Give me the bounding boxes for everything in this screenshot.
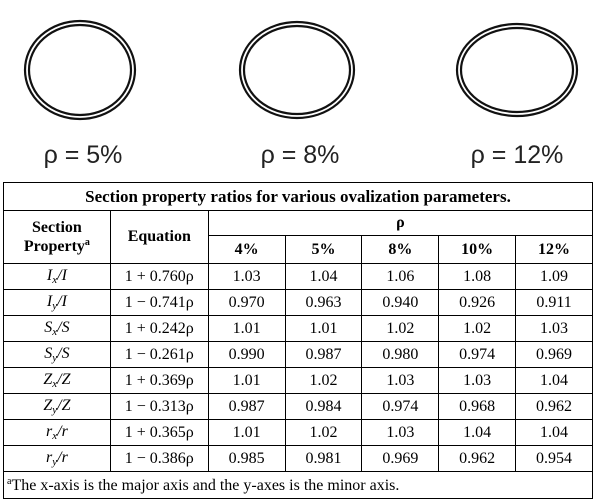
value-cell: 1.01 [207,367,286,394]
table-row: ry/r 1 − 0.386ρ 0.985 0.981 0.969 0.962 0.954 [3,445,593,472]
value-cell: 0.954 [515,445,593,472]
oval-section-5pct-inner [27,23,133,117]
equation-cell: 1 − 0.313ρ [109,393,209,420]
value-cell: 0.911 [515,289,593,316]
value-cell: 0.962 [515,393,593,420]
rho-label-5pct: ρ = 5% [43,141,123,169]
table-row: Iy/I 1 − 0.741ρ 0.970 0.963 0.940 0.926 0.911 [3,289,593,316]
property-cell: ry/r [3,445,111,472]
value-cell: 1.09 [515,263,593,290]
section-property-table: Section property ratios for various oval… [3,182,594,499]
oval-section-12pct-inner [459,26,575,114]
equation-cell: 1 + 0.760ρ [109,263,209,290]
value-cell: 1.03 [515,315,593,342]
value-cell: 1.02 [361,315,440,342]
equation-cell: 1 + 0.369ρ [109,367,209,394]
value-cell: 0.968 [438,393,517,420]
header-rho: ρ [207,210,594,236]
value-cell: 1.04 [515,367,593,394]
rho-label-8pct: ρ = 8% [260,141,340,169]
property-cell: Zx/Z [3,367,111,394]
value-cell: 1.02 [284,367,363,394]
property-cell: Zy/Z [3,393,111,420]
value-cell: 0.987 [284,341,363,368]
value-cell: 0.984 [284,393,363,420]
equation-cell: 1 − 0.386ρ [109,445,209,472]
value-cell: 0.940 [361,289,440,316]
table-row: Sx/S 1 + 0.242ρ 1.01 1.01 1.02 1.02 1.03 [3,315,593,342]
table-row: Sy/S 1 − 0.261ρ 0.990 0.987 0.980 0.974 0.969 [3,341,593,368]
table-row: Ix/I 1 + 0.760ρ 1.03 1.04 1.06 1.08 1.09 [3,263,593,290]
property-cell: Sx/S [3,315,111,342]
value-cell: 1.04 [438,419,517,446]
column-header: 8% [361,235,440,264]
equation-cell: 1 − 0.741ρ [109,289,209,316]
column-header: 4% [207,235,286,264]
column-header: 5% [284,235,363,264]
value-cell: 1.03 [438,367,517,394]
value-cell: 0.969 [515,341,593,368]
value-cell: 0.962 [438,445,517,472]
value-cell: 1.01 [207,419,286,446]
value-cell: 1.04 [515,419,593,446]
value-cell: 0.980 [361,341,440,368]
equation-cell: 1 + 0.365ρ [109,419,209,446]
column-header: 10% [438,235,517,264]
value-cell: 1.04 [284,263,363,290]
oval-section-12pct [455,22,579,118]
value-cell: 0.985 [207,445,286,472]
property-cell: Iy/I [3,289,111,316]
table-row: Zx/Z 1 + 0.369ρ 1.01 1.02 1.03 1.03 1.04 [3,367,593,394]
table-row: rx/r 1 + 0.365ρ 1.01 1.02 1.03 1.04 1.04 [3,419,593,446]
value-cell: 1.01 [207,315,286,342]
value-cell: 0.969 [361,445,440,472]
value-cell: 0.981 [284,445,363,472]
value-cell: 1.06 [361,263,440,290]
table-caption: Section property ratios for various oval… [3,182,593,211]
value-cell: 1.08 [438,263,517,290]
header-section-property: Section Propertya [3,210,111,264]
value-cell: 1.03 [207,263,286,290]
ovalization-figure: ρ = 5% ρ = 8% ρ = 12% [0,0,600,180]
value-cell: 0.963 [284,289,363,316]
table-row: Zy/Z 1 − 0.313ρ 0.987 0.984 0.974 0.968 0.962 [3,393,593,420]
property-cell: Sy/S [3,341,111,368]
value-cell: 0.970 [207,289,286,316]
value-cell: 0.926 [438,289,517,316]
value-cell: 1.02 [284,419,363,446]
column-header: 12% [515,235,593,264]
value-cell: 0.990 [207,341,286,368]
table-footnote: aThe x-axis is the major axis and the y-… [3,471,593,499]
rho-label-12pct: ρ = 12% [470,141,564,169]
equation-cell: 1 − 0.261ρ [109,341,209,368]
oval-section-5pct [23,19,137,121]
value-cell: 1.02 [438,315,517,342]
property-cell: rx/r [3,419,111,446]
oval-section-8pct [238,20,356,120]
value-cell: 1.03 [361,419,440,446]
table-body: Ix/I 1 + 0.760ρ 1.03 1.04 1.06 1.08 1.09 Iy/I 1 … [3,263,593,472]
value-cell: 0.974 [438,341,517,368]
header-equation: Equation [109,210,209,264]
equation-cell: 1 + 0.242ρ [109,315,209,342]
value-cell: 1.01 [284,315,363,342]
property-cell: Ix/I [3,263,111,290]
value-cell: 1.03 [361,367,440,394]
column-header-row: 4% 5% 8% 10% 12% [4,235,593,264]
value-cell: 0.974 [361,393,440,420]
value-cell: 0.987 [207,393,286,420]
ovalized-sections [23,19,579,121]
oval-section-8pct-inner [242,24,352,116]
